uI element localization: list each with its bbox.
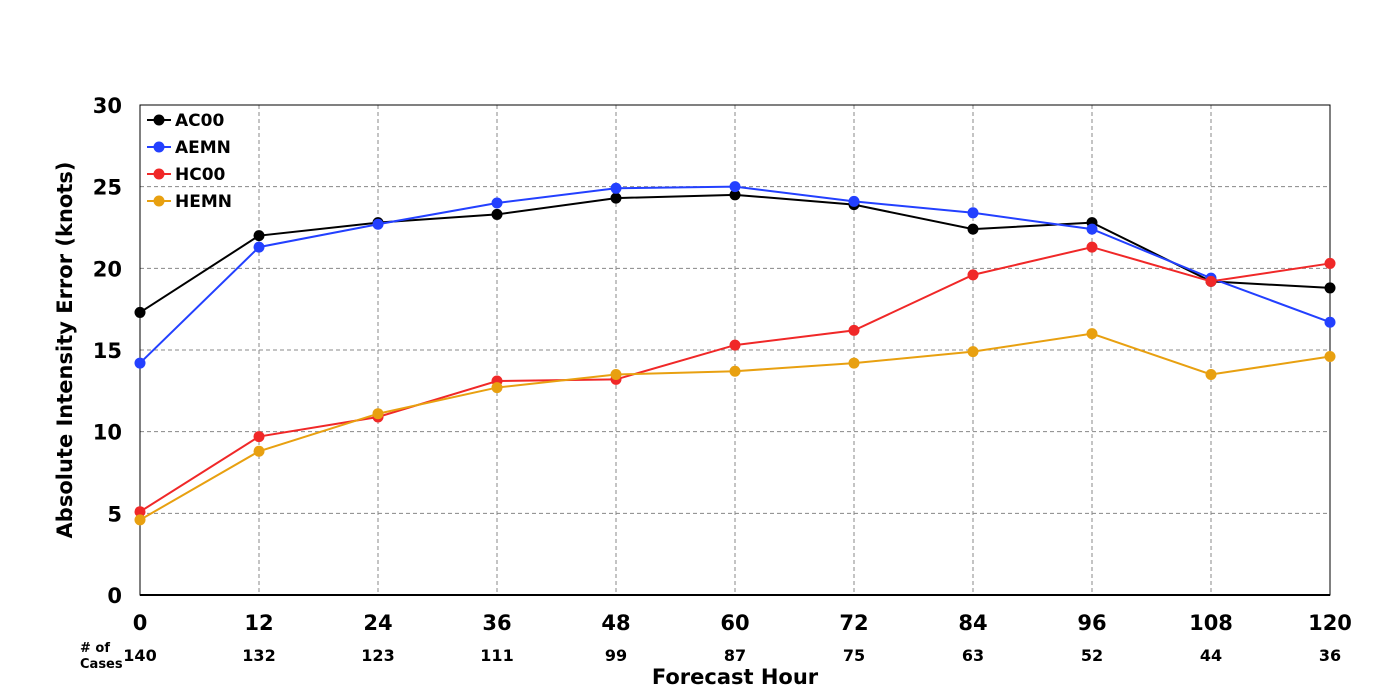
data-point-aemn <box>372 218 384 230</box>
case-count: 132 <box>242 646 275 665</box>
legend-label-hc00: HC00 <box>175 165 226 185</box>
data-point-hc00 <box>848 324 860 336</box>
case-count: 52 <box>1081 646 1103 665</box>
case-count: 36 <box>1319 646 1341 665</box>
data-point-hc00 <box>134 506 146 518</box>
case-count: 75 <box>843 646 865 665</box>
y-tick-label: 20 <box>93 257 122 281</box>
y-tick-label: 10 <box>93 421 122 445</box>
case-count: 87 <box>724 646 746 665</box>
x-axis-ticks: 0 12 24 36 48 60 72 84 96 108 120 <box>133 611 1352 635</box>
data-point-hc00 <box>967 269 979 281</box>
legend-marker-aemn <box>153 141 165 153</box>
data-point-ac00 <box>729 189 741 201</box>
legend: AC00 AEMN HC00 HEMN <box>147 111 232 212</box>
case-count: 44 <box>1200 646 1222 665</box>
legend-marker-hc00 <box>153 168 165 180</box>
data-point-hc00 <box>729 339 741 351</box>
cases-label-line-2: Cases <box>80 657 123 672</box>
x-axis-label: Forecast Hour <box>652 665 819 689</box>
data-point-hemn <box>1205 369 1217 380</box>
x-tick-label: 24 <box>363 611 392 635</box>
data-point-ac00 <box>491 208 503 220</box>
y-tick-label: 30 <box>93 94 122 118</box>
data-point-hc00 <box>1205 275 1217 287</box>
x-tick-label: 84 <box>958 611 987 635</box>
x-tick-label: 48 <box>601 611 630 635</box>
legend-label-ac00: AC00 <box>175 111 224 131</box>
x-tick-label: 96 <box>1077 611 1106 635</box>
x-tick-label: 108 <box>1189 611 1233 635</box>
data-point-hc00 <box>1086 241 1098 253</box>
data-point-aemn <box>610 182 622 194</box>
x-tick-label: 36 <box>482 611 511 635</box>
y-axis-label: Absolute Intensity Error (knots) <box>53 162 77 539</box>
data-point-aemn <box>134 357 146 369</box>
data-point-hemn <box>134 514 146 526</box>
cases-label-line-1: # of <box>80 641 110 656</box>
data-point-ac00 <box>134 306 146 318</box>
y-axis-ticks: 0 5 10 15 20 25 30 <box>93 94 122 608</box>
data-point-hemn <box>967 346 979 358</box>
data-point-aemn <box>729 181 741 193</box>
data-point-aemn <box>1086 223 1098 235</box>
legend-label-aemn: AEMN <box>175 138 231 158</box>
y-tick-label: 25 <box>93 176 122 200</box>
x-tick-label: 0 <box>133 611 148 635</box>
data-point-hc00 <box>1324 257 1336 269</box>
x-tick-label: 12 <box>244 611 273 635</box>
data-point-ac00 <box>1324 282 1336 294</box>
data-point-hemn <box>372 408 384 420</box>
case-count: 63 <box>962 646 984 665</box>
y-tick-label: 5 <box>107 502 122 526</box>
data-point-hemn <box>253 445 265 457</box>
x-tick-label: 120 <box>1308 611 1352 635</box>
legend-label-hemn: HEMN <box>175 192 232 212</box>
x-tick-label: 60 <box>720 611 749 635</box>
case-count: 123 <box>361 646 394 665</box>
data-point-hemn <box>1324 351 1336 363</box>
series-lines <box>134 181 1336 526</box>
case-counts: 140 132 123 111 99 87 75 63 52 44 36 <box>123 646 1341 665</box>
y-tick-label: 15 <box>93 339 122 363</box>
legend-marker-hemn <box>153 195 165 207</box>
legend-marker-ac00 <box>153 114 165 126</box>
data-point-hemn <box>729 365 741 377</box>
data-point-hc00 <box>253 431 265 443</box>
data-point-ac00 <box>610 192 622 204</box>
data-point-aemn <box>491 197 503 209</box>
data-point-ac00 <box>967 223 979 235</box>
data-point-ac00 <box>253 230 265 242</box>
data-point-aemn <box>848 195 860 207</box>
data-point-hemn <box>491 382 503 394</box>
data-point-aemn <box>967 207 979 219</box>
y-tick-label: 0 <box>107 584 122 608</box>
case-count: 111 <box>480 646 513 665</box>
data-point-hemn <box>1086 328 1098 340</box>
data-point-aemn <box>1324 316 1336 328</box>
x-tick-label: 72 <box>839 611 868 635</box>
case-count: 140 <box>123 646 156 665</box>
data-point-hemn <box>848 357 860 369</box>
case-count: 99 <box>605 646 627 665</box>
data-point-aemn <box>253 241 265 253</box>
data-point-hemn <box>610 369 622 380</box>
